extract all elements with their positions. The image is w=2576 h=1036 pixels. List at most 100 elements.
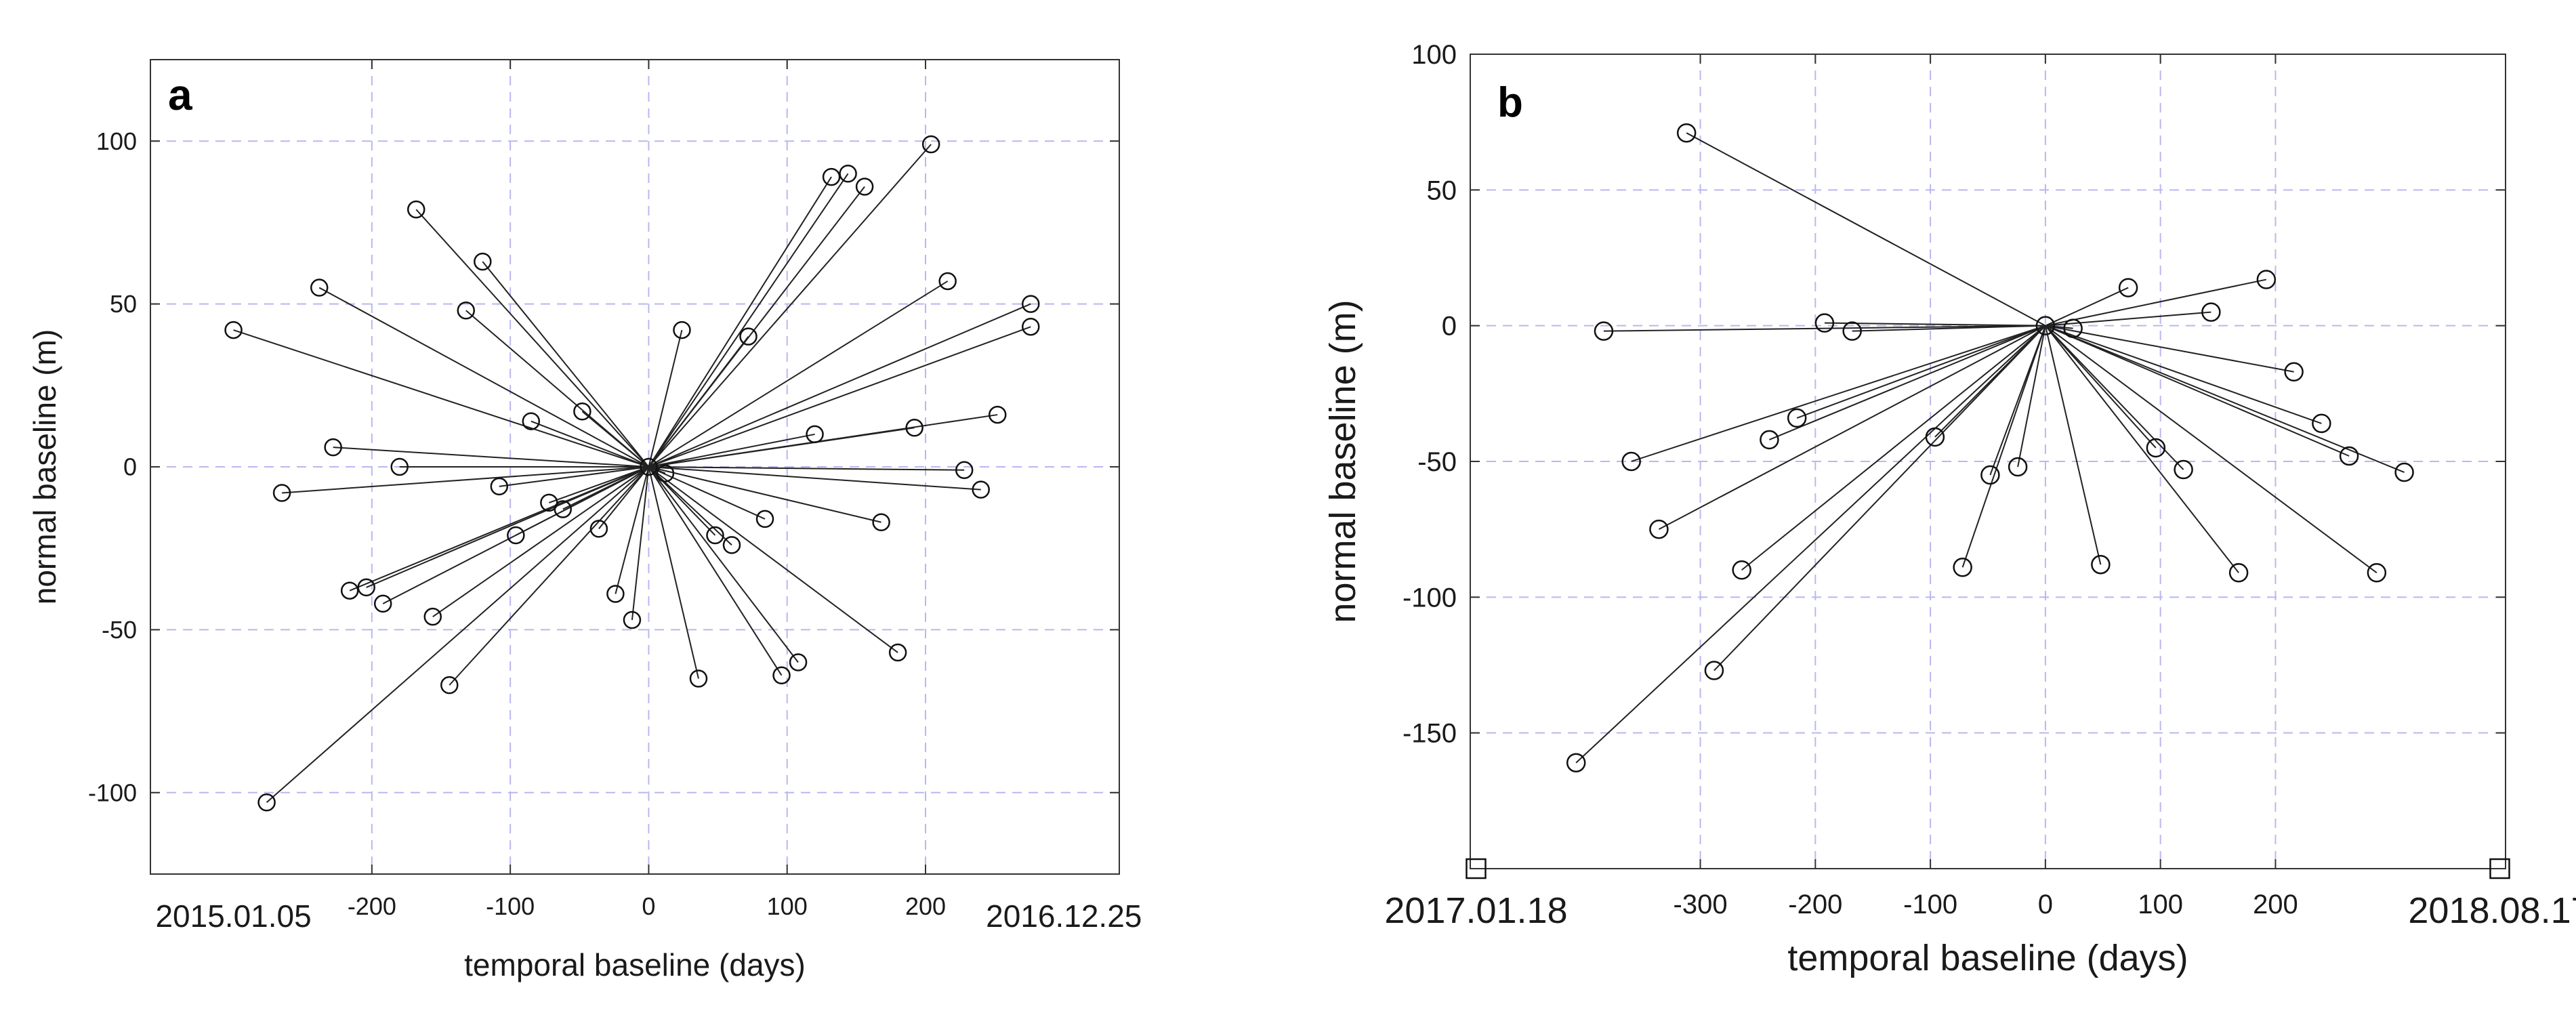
panel-a-acquisition-point [1022,318,1040,336]
panel-a-acquisition-point [272,484,291,502]
panel-a-baseline-connection [333,447,649,468]
panel-a-baseline-connection [648,173,849,468]
panel-a-baseline-connection [531,420,649,468]
panel-b-baseline-connection [1631,325,2046,462]
panel-a-acquisition-point [905,419,923,437]
panel-b-acquisition-point [2284,362,2304,382]
panel-b-acquisition-point [2394,462,2414,482]
panel-b-acquisition-point [2339,446,2359,466]
panel-a-acquisition-point [423,607,442,626]
panel-a-baseline-connection [233,329,649,468]
panel-a-acquisition-point [806,425,824,444]
panel-a-acquisition-point [554,500,573,518]
panel-a-acquisition-point [739,327,757,346]
panel-a-baseline-connection [415,209,650,468]
panel-b-acquisition-point [2118,278,2138,297]
panel-a-acquisition-point [872,513,890,531]
panel-b-baseline-plot: -300 -200 -100 0 100 200 -150 -100 -50 0 50 100 2017… [1323,40,2576,978]
panel-b-y-tick-label: 0 [1442,312,1457,341]
panel-b-baseline-connection [1796,325,2046,419]
panel-a-baseline-connection [549,466,649,503]
panel-a-baseline-connection [598,466,650,529]
panel-b-date-endpoint-marker [1466,858,1487,879]
panel-a-y-tick-label: 50 [110,290,137,318]
panel-a-baseline-connection [648,186,865,468]
panel-a-acquisition-point [822,167,841,186]
panel-a-acquisition-point [440,676,459,695]
panel-b-baseline-connection [2045,325,2322,424]
panel-a-acquisition-point [224,320,243,339]
panel-b-baseline-connection [1658,325,2046,531]
panel-a-baseline-connection [382,466,649,604]
panel-b-acquisition-point [2256,270,2277,289]
panel-b-baseline-connection [1575,325,2046,764]
panel-a-baseline-connection [648,427,915,468]
panel-b-x-tick-label: 200 [2253,890,2298,919]
panel-b-y-tick-label: -150 [1403,719,1457,749]
panel-a-acquisition-point [972,480,990,499]
panel-b-baseline-connection [1603,325,2045,332]
panel-a-baseline-connection [648,466,766,520]
panel-a-baseline-connection [482,261,650,468]
panel-a-baseline-connection [366,466,649,588]
panel-a-acquisition-point [988,405,1007,424]
panel-a-acquisition-point [490,477,509,496]
panel-b-baseline-connection [2045,311,2211,327]
panel-a-acquisition-point [324,438,342,457]
panel-b-y-tick-label: -100 [1403,583,1457,613]
panel-a-y-tick-label: 100 [96,127,137,155]
panel-a-acquisition-point [522,412,541,430]
panel-a-acquisition-point [855,178,874,196]
panel-b-acquisition-point [2367,563,2387,583]
panel-a-acquisition-point [257,793,276,812]
panel-a-baseline-connection [631,466,650,621]
panel-a-baseline-connection [648,144,932,468]
panel-a-acquisition-point [340,581,359,600]
panel-b-baseline-connection [2045,325,2405,473]
panel-a-acquisition-point [938,272,957,291]
panel-b-acquisition-point [1594,321,1614,341]
panel-b-baseline-connection [2045,325,2294,373]
panel-b-x-tick-label: -100 [1903,890,1957,919]
panel-b-x-tick-label: -200 [1788,890,1842,919]
panel-b-baseline-connection [2045,325,2377,574]
panel-a-baseline-connection [499,466,649,487]
panel-b-baseline-connection [2045,278,2267,327]
panel-b-acquisition-point [1980,465,2000,485]
panel-b-x-tick-label: 0 [2038,890,2053,919]
panel-a-acquisition-point [310,278,329,297]
panel-a-baseline-connection [432,466,649,617]
panel-b-baseline-connection [2045,325,2239,573]
panel-b-acquisition-point [1814,313,1835,333]
panel-a-acquisition-point [373,594,392,613]
panel-b-y-tick-label: -50 [1417,447,1457,477]
panel-a-acquisition-point [606,585,625,603]
panel-a-baseline-connection [648,466,881,523]
panel-b-acquisition-point [2146,438,2166,458]
panel-a-date-label: 2016.12.25 [986,898,1142,934]
panel-b-acquisition-point [1649,519,1669,539]
panel-a-x-tick-label: 200 [905,892,946,920]
panel-a-acquisition-point [888,643,907,662]
panel-a-acquisition-point [1022,295,1040,313]
panel-b-acquisition-point [1925,427,1945,447]
panel-b-baseline-connection [2045,325,2157,449]
panel-a-acquisition-point [689,669,708,688]
panel-b-acquisition-point [1566,753,1586,772]
panel-b-acquisition-point [1676,123,1697,143]
panel-a-acquisition-point [673,320,691,339]
panel-a-x-tick-label: -200 [348,892,396,920]
panel-a-baseline-connection [581,411,650,468]
panel-b-acquisition-point [2091,555,2111,575]
panel-b-x-axis-title: temporal baseline (days) [1787,938,2188,978]
panel-a-baseline-connection [648,466,732,546]
panel-a-x-tick-label: 0 [642,892,655,920]
panel-b-baseline-connection [2045,287,2129,327]
panel-a-acquisition-point [706,526,724,545]
panel-b-y-axis-title: normal baseline (m) [1323,299,1363,623]
panel-a-acquisition-point [772,666,791,684]
panel-a-x-axis-title: temporal baseline (days) [464,947,806,982]
panel-a-acquisition-point [623,610,642,629]
panel-b-baseline-connection [1824,322,2045,327]
